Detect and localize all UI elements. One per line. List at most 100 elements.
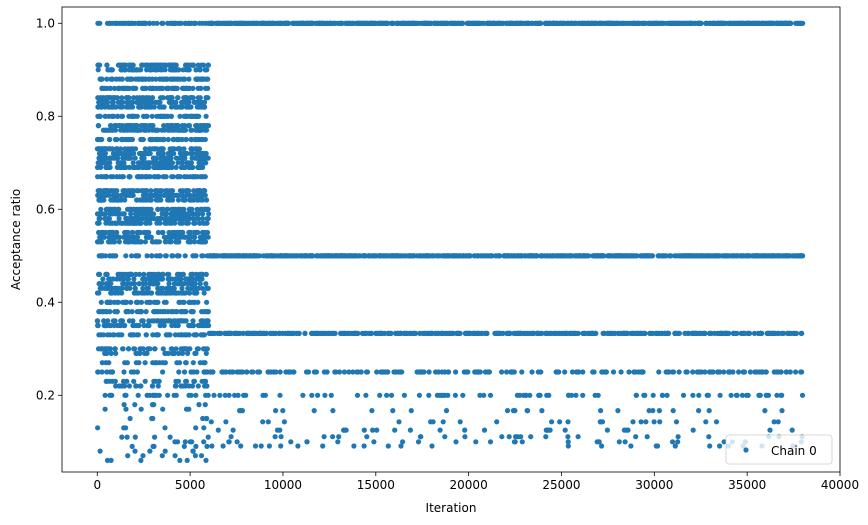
data-point (181, 76, 188, 82)
data-point (197, 150, 203, 157)
data-point (440, 253, 446, 259)
data-point (159, 150, 165, 157)
data-point (99, 253, 105, 259)
data-point (197, 360, 203, 366)
data-point (178, 276, 184, 282)
data-point (126, 164, 132, 170)
data-point (96, 290, 102, 296)
data-point (97, 113, 103, 119)
data-point (113, 136, 119, 143)
data-point (143, 332, 149, 338)
data-point (171, 281, 177, 287)
data-point (132, 285, 138, 291)
data-point (407, 427, 413, 433)
data-point (682, 330, 688, 336)
data-point (175, 322, 181, 329)
data-point (153, 160, 159, 166)
data-point (97, 136, 103, 143)
data-point (430, 419, 436, 425)
data-point (96, 332, 102, 338)
data-point (197, 67, 203, 73)
data-point (132, 434, 138, 440)
data-point (290, 330, 296, 336)
data-point (181, 346, 187, 352)
data-point (119, 434, 125, 440)
data-point (180, 271, 186, 277)
data-point (440, 419, 446, 425)
data-point (113, 350, 119, 356)
data-point (636, 369, 642, 375)
data-point (377, 392, 383, 398)
data-point (199, 155, 205, 161)
data-point (401, 392, 407, 398)
data-point (570, 330, 576, 336)
data-point (779, 330, 785, 336)
data-point (112, 104, 118, 110)
data-point (98, 192, 104, 198)
data-point (713, 419, 720, 425)
data-point (113, 146, 120, 152)
data-point (166, 229, 172, 236)
data-point (95, 160, 101, 166)
data-point (342, 20, 349, 26)
data-point (138, 406, 144, 412)
data-point (600, 330, 606, 336)
data-point (317, 20, 323, 26)
data-point (198, 62, 204, 68)
data-point (133, 76, 139, 82)
data-point (121, 188, 127, 194)
data-point (665, 20, 672, 26)
data-point (580, 369, 586, 375)
data-point (143, 211, 149, 217)
data-point (416, 392, 422, 398)
data-point (283, 20, 289, 26)
data-point (416, 253, 423, 259)
data-point (796, 20, 802, 26)
data-point (147, 448, 153, 454)
data-point (164, 290, 170, 296)
data-point (657, 419, 663, 425)
data-point (166, 281, 172, 287)
data-point (95, 20, 101, 26)
data-point (565, 419, 571, 425)
data-point (151, 299, 157, 305)
data-point (172, 383, 178, 389)
data-point (142, 239, 148, 245)
data-point (519, 20, 525, 26)
data-point (102, 211, 108, 217)
data-point (746, 330, 752, 336)
data-point (158, 216, 164, 222)
data-point (277, 392, 283, 398)
data-point (200, 253, 206, 259)
data-point (126, 318, 133, 324)
data-point (474, 253, 480, 259)
data-point (109, 127, 115, 133)
data-point (133, 271, 139, 277)
data-point (126, 67, 132, 73)
data-point (124, 360, 130, 366)
data-point (787, 369, 793, 375)
data-point (184, 174, 190, 180)
data-point (640, 369, 646, 375)
data-point (172, 453, 178, 459)
data-point (391, 369, 397, 375)
data-point (188, 197, 194, 203)
data-point (122, 197, 128, 203)
data-point (137, 95, 143, 101)
data-point (126, 206, 132, 212)
data-point (186, 76, 192, 82)
data-point (162, 127, 168, 133)
data-point (684, 20, 690, 26)
data-point (180, 299, 186, 305)
data-point (205, 434, 211, 440)
data-point (189, 299, 195, 305)
data-point (191, 378, 197, 384)
data-point (393, 253, 399, 259)
data-point (232, 20, 239, 26)
data-point (208, 369, 214, 375)
data-point (181, 332, 187, 338)
data-point (244, 330, 250, 336)
data-point (632, 330, 638, 336)
data-point (196, 188, 203, 194)
